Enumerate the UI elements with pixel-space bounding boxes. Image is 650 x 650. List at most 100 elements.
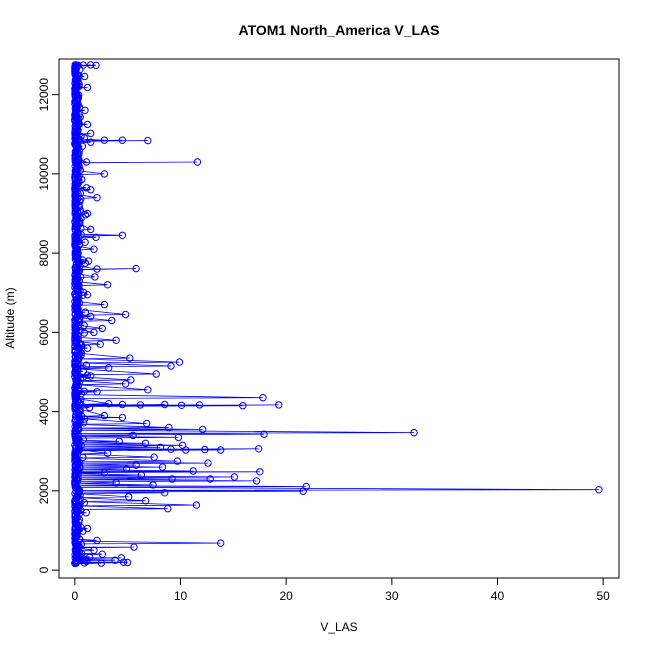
data-point: [90, 546, 98, 554]
data-point: [73, 114, 81, 123]
data-point: [91, 273, 99, 281]
data-point: [79, 435, 88, 443]
data-point: [72, 87, 80, 95]
x-tick-label: 20: [279, 589, 293, 603]
data-point: [74, 190, 82, 198]
data-point: [100, 136, 109, 144]
data-point: [217, 446, 225, 454]
data-point: [167, 362, 175, 370]
data-point: [299, 487, 307, 495]
data-point: [73, 237, 81, 245]
y-tick-label: 12000: [37, 78, 51, 112]
data-point: [73, 102, 81, 111]
data-point: [136, 401, 145, 409]
data-point: [73, 83, 81, 91]
data-point: [117, 554, 126, 562]
x-tick-label: 30: [385, 589, 399, 603]
data-point: [82, 158, 91, 166]
data-point: [108, 316, 116, 325]
data-point: [73, 197, 81, 206]
data-point: [74, 332, 82, 340]
data-point: [73, 91, 81, 99]
data-point: [130, 543, 138, 551]
data-point: [74, 79, 82, 87]
data-point: [204, 459, 212, 467]
data-point: [165, 423, 173, 432]
data-point: [72, 118, 80, 127]
data-point: [141, 497, 150, 505]
data-point: [182, 446, 190, 454]
data-point: [256, 468, 264, 476]
data-point: [132, 264, 140, 273]
background-point: [80, 72, 89, 81]
data-point: [84, 257, 93, 265]
data-point: [72, 559, 80, 567]
data-point: [127, 376, 135, 384]
data-point: [199, 425, 207, 434]
data-point: [83, 344, 92, 352]
data-point: [192, 501, 201, 509]
data-point: [85, 403, 94, 412]
data-point: [118, 136, 127, 144]
data-point: [167, 445, 175, 453]
data-point: [73, 63, 81, 71]
data-point: [80, 559, 89, 567]
data-point: [73, 530, 81, 539]
data-point: [152, 370, 160, 378]
data-point: [73, 130, 81, 139]
data-point: [90, 245, 98, 253]
data-point: [90, 328, 98, 337]
data-point: [72, 134, 80, 142]
data-point: [103, 281, 112, 289]
data-point: [74, 126, 82, 135]
data-point: [83, 209, 92, 218]
data-point: [83, 291, 92, 299]
data-point: [174, 433, 183, 442]
data-point: [195, 401, 204, 409]
x-tick-label: 10: [174, 589, 188, 603]
data-point: [105, 364, 113, 372]
data-series: [72, 61, 603, 567]
y-tick-label: 10000: [37, 157, 51, 191]
data-point: [73, 506, 81, 515]
data-point: [75, 110, 83, 119]
data-point: [164, 505, 172, 513]
data-point: [206, 475, 214, 483]
data-point: [201, 445, 209, 454]
data-point: [125, 493, 133, 501]
data-point: [74, 142, 82, 150]
data-point: [73, 217, 81, 226]
x-tick-label: 50: [596, 589, 610, 603]
data-point: [72, 514, 80, 523]
y-axis: 0 2000 4000 6000 8000 10000 12000: [37, 78, 60, 573]
data-point: [74, 249, 82, 257]
data-point: [111, 556, 119, 564]
data-point: [103, 449, 112, 457]
data-point: [73, 297, 81, 305]
data-point: [73, 166, 81, 174]
data-point: [74, 285, 82, 293]
data-point: [74, 213, 82, 222]
y-tick-label: 4000: [37, 398, 51, 425]
data-point: [118, 231, 127, 240]
data-point: [73, 178, 81, 186]
data-point: [72, 150, 80, 158]
data-point: [112, 479, 120, 487]
plot-frame: [58, 58, 620, 579]
data-point: [168, 475, 176, 483]
y-tick-label: 0: [37, 566, 51, 573]
data-point: [150, 453, 158, 461]
data-point: [74, 229, 82, 238]
x-tick-label: 40: [491, 589, 505, 603]
data-point: [255, 445, 263, 453]
data-point: [230, 473, 239, 481]
data-point: [87, 129, 95, 138]
data-point: [77, 540, 85, 548]
data-point: [72, 534, 80, 543]
data-point: [92, 61, 100, 70]
data-point: [74, 174, 82, 182]
data-point: [82, 184, 91, 192]
data-point: [77, 390, 85, 398]
y-tick-label: 8000: [37, 239, 51, 266]
data-point: [156, 443, 165, 451]
